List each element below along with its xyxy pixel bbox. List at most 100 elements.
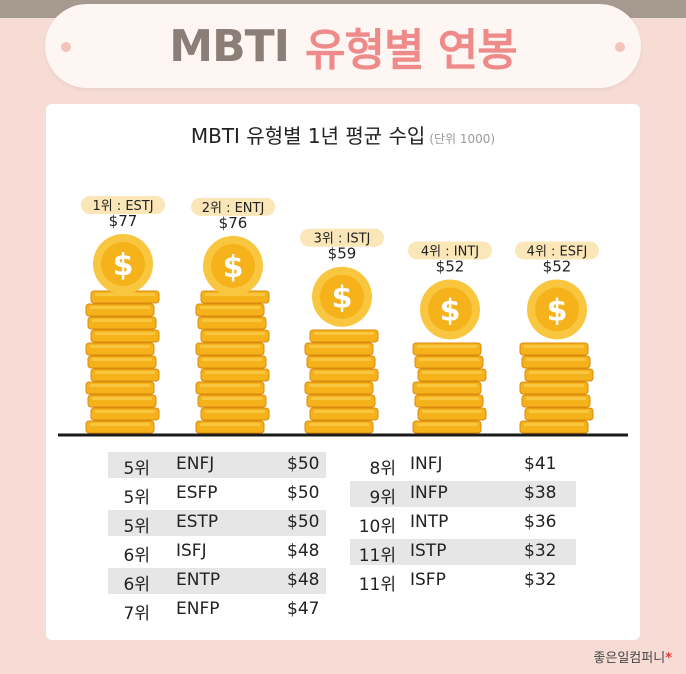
title-banner: MBTI 유형별 연봉 bbox=[45, 4, 641, 88]
coin bbox=[304, 420, 374, 434]
coin bbox=[519, 420, 589, 434]
coin bbox=[195, 342, 265, 356]
table-row: 5위 ENFJ $50 bbox=[108, 452, 326, 479]
table-row: 11위 ISTP $32 bbox=[350, 539, 576, 566]
row-type: ENTP bbox=[176, 570, 221, 590]
coin bbox=[304, 381, 374, 395]
coin-shine bbox=[417, 384, 477, 387]
coin-shine bbox=[202, 358, 262, 361]
row-type: INFP bbox=[410, 483, 448, 503]
row-rank: 10위 bbox=[358, 517, 396, 537]
coin bbox=[519, 342, 589, 356]
row-value: $47 bbox=[287, 599, 320, 619]
credit-text: 좋은일컴퍼니* bbox=[593, 647, 672, 666]
row-type: ISFP bbox=[410, 570, 446, 590]
coin-shine bbox=[524, 384, 584, 387]
coin bbox=[309, 329, 379, 343]
coin-shine bbox=[419, 397, 479, 400]
coin bbox=[524, 368, 594, 382]
row-value: $50 bbox=[287, 454, 320, 474]
coin bbox=[200, 407, 270, 421]
coin-shine bbox=[205, 332, 265, 335]
coin bbox=[90, 329, 160, 343]
title-mbti: MBTI bbox=[169, 20, 290, 72]
coin bbox=[412, 381, 482, 395]
coin bbox=[197, 316, 267, 330]
coin-shine bbox=[95, 410, 155, 413]
row-type: ENFP bbox=[176, 599, 220, 619]
coin-shine bbox=[309, 423, 369, 426]
coin-shine bbox=[200, 384, 260, 387]
row-type: ISTP bbox=[410, 541, 447, 561]
rank-label: 2위 : ENTJ bbox=[202, 201, 265, 216]
dollar-coin-face bbox=[428, 287, 472, 332]
rank-badge bbox=[81, 196, 165, 214]
dollar-sign-icon: $ bbox=[332, 281, 353, 316]
coin bbox=[87, 355, 157, 369]
coin bbox=[414, 355, 484, 369]
coin bbox=[306, 355, 376, 369]
table-row: 11위 ISFP $32 bbox=[350, 568, 576, 595]
value-label: $76 bbox=[219, 214, 248, 232]
row-value: $32 bbox=[524, 570, 557, 590]
table-row: 8위 INFJ $41 bbox=[350, 452, 576, 479]
row-value: $50 bbox=[287, 483, 320, 503]
row-rank: 5위 bbox=[123, 459, 150, 479]
coin bbox=[304, 342, 374, 356]
table-row: 7위 ENFP $47 bbox=[108, 597, 326, 624]
coin bbox=[87, 316, 157, 330]
decor-dot-right bbox=[615, 42, 625, 52]
coin bbox=[87, 394, 157, 408]
coin bbox=[524, 407, 594, 421]
coin-shine bbox=[314, 410, 374, 413]
row-type: INTP bbox=[410, 512, 449, 532]
coin-shine bbox=[90, 423, 150, 426]
coin-shine bbox=[526, 358, 586, 361]
table-row: 6위 ENTP $48 bbox=[108, 568, 326, 595]
row-rank: 9위 bbox=[369, 488, 396, 508]
coin-shine bbox=[309, 384, 369, 387]
row-type: ESTP bbox=[176, 512, 219, 532]
coin-shine bbox=[92, 397, 152, 400]
rank-badge bbox=[515, 241, 599, 260]
rank-label: 1위 : ESTJ bbox=[92, 199, 153, 214]
rank-label: 4위 : INTJ bbox=[421, 244, 479, 259]
coin bbox=[309, 368, 379, 382]
decor-dot-left bbox=[61, 42, 71, 52]
coin-shine bbox=[524, 423, 584, 426]
coin bbox=[90, 407, 160, 421]
row-rank: 7위 bbox=[123, 604, 150, 624]
coin bbox=[195, 303, 265, 317]
row-value: $50 bbox=[287, 512, 320, 532]
coin-shine bbox=[529, 410, 589, 413]
row-rank: 5위 bbox=[123, 517, 150, 537]
coin-shine bbox=[90, 384, 150, 387]
coin bbox=[414, 394, 484, 408]
coin bbox=[417, 407, 487, 421]
row-value: $32 bbox=[524, 541, 557, 561]
row-rank: 6위 bbox=[123, 546, 150, 566]
credit-mark: * bbox=[665, 651, 672, 666]
coin-shine bbox=[529, 371, 589, 374]
coin-shine bbox=[205, 371, 265, 374]
coin-shine bbox=[95, 293, 155, 296]
coin-shine bbox=[92, 319, 152, 322]
row-rank: 8위 bbox=[369, 459, 396, 479]
coin-shine bbox=[205, 410, 265, 413]
rank-badge bbox=[300, 228, 384, 247]
value-label: $52 bbox=[543, 257, 572, 275]
table-row: 5위 ESTP $50 bbox=[108, 510, 326, 537]
coin bbox=[200, 329, 270, 343]
chart-title-text: MBTI 유형별 1년 평균 수입 bbox=[190, 124, 426, 148]
row-value: $36 bbox=[524, 512, 557, 532]
coin-shine bbox=[417, 423, 477, 426]
dollar-sign-icon: $ bbox=[547, 293, 568, 328]
dollar-coin-face bbox=[101, 242, 145, 286]
coin bbox=[417, 368, 487, 382]
row-type: ESFP bbox=[176, 483, 218, 503]
dollar-sign-icon: $ bbox=[440, 293, 461, 328]
coin bbox=[200, 368, 270, 382]
value-label: $77 bbox=[109, 212, 138, 230]
row-rank: 5위 bbox=[123, 488, 150, 508]
